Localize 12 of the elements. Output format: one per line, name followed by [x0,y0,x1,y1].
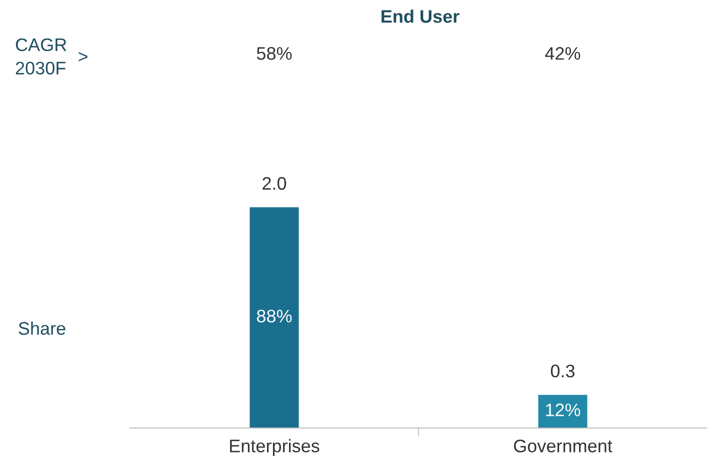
text: Share [18,322,66,335]
data-label: 2.0 [262,177,286,190]
x-tick-label: Enterprises [230,439,320,456]
annotation: 88% [256,310,292,322]
text: > [78,52,88,62]
x-tick-label: Government [514,440,612,452]
text: CAGR 2030F [16,38,66,75]
text: 42% [545,47,580,60]
annotation: 12% [546,404,580,416]
chart-title: End User [382,10,460,23]
text: 58% [256,47,292,60]
data-label: 0.3 [550,364,575,378]
